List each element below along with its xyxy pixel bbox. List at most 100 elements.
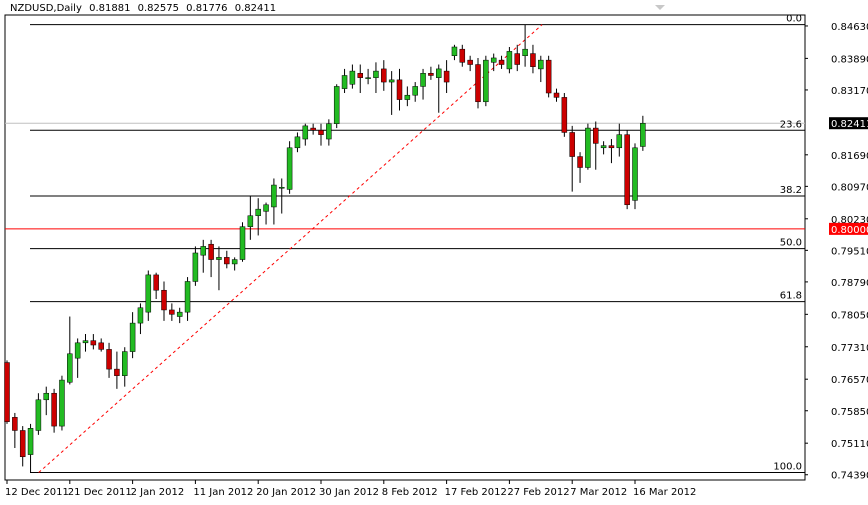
- candle: [569, 125, 575, 192]
- candle-body: [443, 70, 450, 83]
- candle-body: [538, 59, 544, 70]
- level-price-tag: 0.80000: [829, 222, 868, 236]
- candle-body: [12, 417, 18, 431]
- candle: [436, 64, 442, 113]
- candles: [4, 24, 646, 473]
- candle: [428, 66, 434, 80]
- candle: [176, 307, 183, 324]
- candle-body: [373, 70, 379, 78]
- candle-body: [161, 289, 167, 311]
- level-price-tag-label: 0.80000: [831, 225, 868, 236]
- candle: [498, 55, 505, 69]
- candle-body: [545, 59, 552, 94]
- candle: [506, 46, 513, 74]
- candle-body: [82, 340, 89, 344]
- candle: [67, 316, 73, 385]
- candle: [373, 62, 379, 94]
- candle-body: [514, 53, 520, 65]
- candle: [326, 119, 332, 146]
- candle: [4, 360, 10, 424]
- candle: [82, 334, 89, 352]
- candle: [530, 44, 536, 74]
- x-tick-label: 20 Jan 2012: [256, 487, 316, 498]
- candle-body: [349, 70, 356, 85]
- x-tick-label: 17 Feb 2012: [445, 487, 507, 498]
- fib-level-label: 23.6: [780, 119, 802, 130]
- candle-body: [27, 428, 34, 455]
- trend-line: [38, 24, 543, 473]
- candle: [522, 24, 528, 67]
- high-value: 0.82575: [137, 3, 179, 14]
- candle: [381, 60, 387, 91]
- fib-level-label: 0.0: [786, 14, 802, 25]
- candle: [561, 93, 568, 137]
- candle-body: [498, 59, 505, 65]
- candle: [239, 222, 246, 262]
- candle-body: [475, 64, 481, 103]
- candle-body: [381, 68, 387, 83]
- candle-body: [585, 127, 591, 168]
- candle-body: [561, 97, 568, 133]
- candle-body: [577, 156, 583, 168]
- candle: [318, 123, 324, 146]
- candle: [27, 423, 34, 473]
- candle-body: [420, 73, 426, 87]
- candle-body: [239, 226, 246, 260]
- candle: [341, 68, 348, 94]
- candle: [231, 257, 238, 271]
- candle-body: [600, 145, 607, 149]
- candle: [632, 143, 638, 210]
- candle-body: [114, 368, 120, 376]
- candle: [153, 272, 159, 299]
- chart-shift-marker: [655, 5, 665, 10]
- candle: [90, 334, 97, 350]
- candle: [420, 68, 426, 100]
- candle: [545, 55, 552, 98]
- candle: [247, 196, 254, 240]
- candle: [388, 71, 395, 115]
- candle: [396, 68, 403, 111]
- candle: [106, 342, 112, 378]
- candle: [255, 198, 261, 236]
- candle: [263, 202, 269, 225]
- candle-body: [208, 243, 214, 260]
- candle-body: [459, 48, 466, 63]
- candle-body: [302, 125, 309, 140]
- candle-body: [404, 94, 411, 100]
- x-tick-label: 30 Jan 2012: [319, 487, 379, 498]
- x-tick-label: 8 Feb 2012: [382, 487, 438, 498]
- candle-body: [530, 53, 536, 67]
- candle-body: [216, 257, 222, 260]
- candle: [404, 86, 411, 107]
- candle-body: [310, 127, 316, 131]
- candle-body: [43, 392, 49, 401]
- candle-body: [451, 46, 458, 57]
- candle-body: [247, 215, 254, 227]
- candle-body: [640, 123, 646, 147]
- candle-body: [279, 186, 285, 189]
- candle-body: [436, 68, 442, 78]
- level-price-tag-bg: [829, 222, 868, 235]
- candle-body: [522, 48, 528, 57]
- x-tick-label: 7 Mar 2012: [570, 487, 627, 498]
- candle-body: [624, 134, 630, 206]
- candle: [616, 123, 623, 157]
- candle-body: [176, 311, 183, 317]
- candle-body: [122, 351, 128, 376]
- x-tick-label: 11 Jan 2012: [193, 487, 253, 498]
- candle-body: [145, 274, 152, 313]
- candle-body: [263, 204, 269, 212]
- candle: [59, 375, 65, 431]
- candle: [161, 281, 167, 321]
- fib-level-label: 100.0: [773, 462, 802, 473]
- candle-body: [632, 147, 638, 201]
- candle: [122, 347, 128, 387]
- candle: [145, 270, 152, 321]
